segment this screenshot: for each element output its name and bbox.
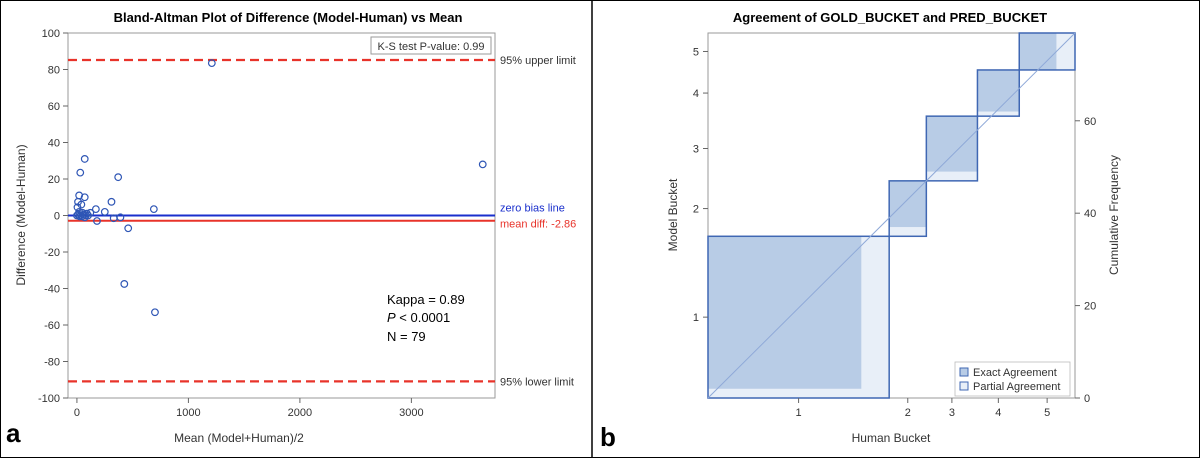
x-tick-label: 2000 xyxy=(288,407,312,419)
panel-b-legend: Exact Agreement Partial Agreement xyxy=(954,361,1071,397)
y2-tick-label: 0 xyxy=(1084,393,1090,405)
y-tick-label: 1 xyxy=(693,312,699,324)
y2-tick-label: 40 xyxy=(1084,208,1096,220)
x-tick-label: 4 xyxy=(995,407,1001,419)
y-tick-label: -80 xyxy=(44,357,60,369)
panel-a-points xyxy=(73,59,487,317)
data-point xyxy=(478,160,487,169)
y2-tick-label: 20 xyxy=(1084,301,1096,313)
data-point xyxy=(76,211,85,220)
p-value-stat: P < 0.0001 xyxy=(387,310,450,325)
legend-exact-label: Exact Agreement xyxy=(973,367,1057,379)
n-stat: N = 79 xyxy=(387,329,426,344)
y-tick-label: 2 xyxy=(693,204,699,216)
data-point xyxy=(76,168,85,177)
data-point xyxy=(107,197,116,206)
panel-b-axes: 1 1 2 2 3 3 4 4 5 5 0 20 40 60 xyxy=(693,46,1096,419)
panel-a-xlabel: Mean (Model+Human)/2 xyxy=(174,431,304,445)
panel-b-ylabel: Model Bucket xyxy=(666,178,680,251)
p-value-text: < 0.0001 xyxy=(396,310,451,325)
x-tick-label: 5 xyxy=(1044,407,1050,419)
panel-b-title: Agreement of GOLD_BUCKET and PRED_BUCKET xyxy=(733,10,1047,25)
panel-a-reference-lines: 95% upper limit zero bias line mean diff: … xyxy=(68,55,576,388)
panel-a-bland-altman: Bland-Altman Plot of Difference (Model-H… xyxy=(6,10,576,448)
panel-a-axes: 100 80 60 40 20 0 -20 -40 -60 -80 -100 0 1000 2000 300… xyxy=(38,28,424,419)
cell-border xyxy=(888,180,928,238)
ks-test-box: K-S test P-value: 0.99 xyxy=(370,36,492,55)
panel-b-y2label: Cumulative Frequency xyxy=(1107,155,1121,275)
reference-line-label: 95% lower limit xyxy=(500,376,574,388)
cell-border xyxy=(925,115,979,182)
data-point xyxy=(75,212,84,221)
p-value-symbol: P xyxy=(387,310,396,325)
diagonal-line xyxy=(707,32,1076,399)
exact-agreement-area xyxy=(708,236,862,389)
x-tick-label: 3 xyxy=(949,407,955,419)
panel-b-label: b xyxy=(600,422,616,452)
y-tick-label: 0 xyxy=(54,211,60,223)
y-tick-label: 20 xyxy=(48,174,60,186)
exact-agreement-area xyxy=(889,180,927,228)
panel-a-ylabel: Difference (Model-Human) xyxy=(14,144,28,285)
y-tick-label: -100 xyxy=(38,393,60,405)
data-point xyxy=(114,173,123,182)
exact-agreement-area xyxy=(926,116,978,172)
x-tick-label: 0 xyxy=(74,407,80,419)
data-point xyxy=(120,280,129,288)
ks-test-box-frame xyxy=(370,36,492,55)
y-tick-label: -60 xyxy=(44,320,60,332)
y-tick-label: 3 xyxy=(693,144,699,156)
exact-agreement-area xyxy=(977,69,1020,112)
y-tick-label: -40 xyxy=(44,284,60,296)
panel-b-agreement: Agreement of GOLD_BUCKET and PRED_BUCKET… xyxy=(600,10,1121,452)
y-tick-label: 60 xyxy=(48,101,60,113)
data-point xyxy=(80,155,89,163)
data-point xyxy=(100,207,109,216)
exact-agreement-area xyxy=(1019,33,1057,70)
ks-test-label: K-S test P-value: 0.99 xyxy=(378,41,485,53)
data-point xyxy=(151,308,159,317)
panel-b-agreement-fills xyxy=(707,32,1076,399)
reference-line-label: mean diff: -2.86 xyxy=(500,219,576,231)
reference-line-label: 95% upper limit xyxy=(500,55,576,67)
y-tick-label: 40 xyxy=(48,138,60,150)
y-tick-label: 100 xyxy=(42,28,60,40)
y-tick-label: 4 xyxy=(693,88,699,100)
data-point xyxy=(91,205,100,214)
data-point xyxy=(80,193,89,202)
data-point xyxy=(124,224,133,233)
y2-tick-label: 60 xyxy=(1084,116,1096,128)
legend-partial-label: Partial Agreement xyxy=(973,381,1060,393)
data-point xyxy=(93,217,101,225)
data-point xyxy=(207,59,216,68)
legend-exact-swatch xyxy=(959,367,969,377)
reference-line-label: zero bias line xyxy=(500,203,565,215)
legend-partial-swatch xyxy=(959,381,969,391)
panel-a-label: a xyxy=(6,418,21,448)
legend-frame xyxy=(954,361,1071,397)
x-tick-label: 3000 xyxy=(399,407,423,419)
data-point xyxy=(73,203,82,212)
panel-a-title: Bland-Altman Plot of Difference (Model-H… xyxy=(114,10,463,25)
x-tick-label: 2 xyxy=(905,407,911,419)
y-tick-label: 5 xyxy=(693,46,699,58)
y-tick-label: -20 xyxy=(44,247,60,259)
kappa-stat: Kappa = 0.89 xyxy=(387,292,465,307)
panel-b-xlabel: Human Bucket xyxy=(852,431,931,445)
data-point xyxy=(149,205,158,214)
data-point xyxy=(80,213,89,222)
x-tick-label: 1000 xyxy=(176,407,200,419)
data-point xyxy=(116,213,125,222)
data-point xyxy=(74,210,82,219)
x-tick-label: 1 xyxy=(796,407,802,419)
cell-border xyxy=(976,69,1021,117)
cell-border xyxy=(1018,32,1076,71)
y-tick-label: 80 xyxy=(48,65,60,77)
stats-block: Kappa = 0.89 P < 0.0001 N = 79 xyxy=(387,292,465,344)
